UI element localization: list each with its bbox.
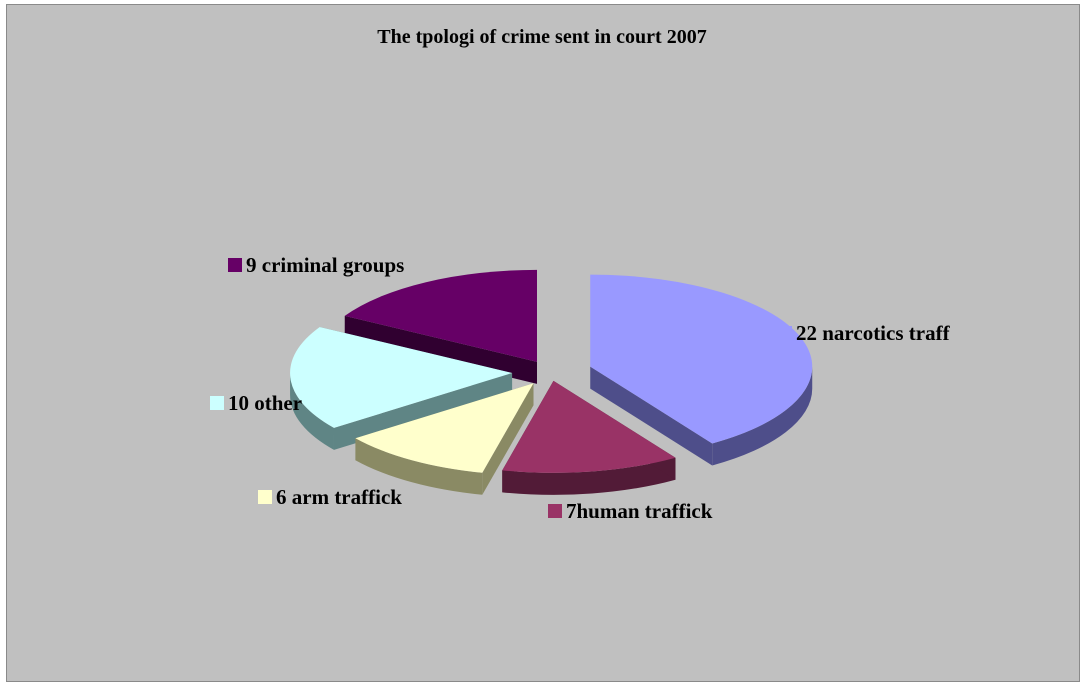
slice-label: 7human traffick xyxy=(548,499,713,523)
pie-slice-top xyxy=(344,269,537,362)
pie-slice-cut xyxy=(344,315,537,384)
pie-slice xyxy=(344,269,537,384)
legend-swatch xyxy=(210,396,224,410)
pie-slice-top xyxy=(355,383,534,473)
slice-label: 22 narcotics traff xyxy=(778,321,951,345)
slice-label: 6 arm traffick xyxy=(258,485,402,509)
legend-swatch xyxy=(548,504,562,518)
pie-slice-top xyxy=(502,380,676,473)
pie-slice-top xyxy=(290,326,513,428)
slice-label-text: 6 arm traffick xyxy=(276,485,402,509)
pie-slice-wall xyxy=(290,372,334,450)
slice-label-text: 7human traffick xyxy=(566,499,713,523)
legend-swatch xyxy=(228,258,242,272)
slice-label-text: 22 narcotics traff xyxy=(796,321,951,345)
slice-label: 10 other xyxy=(210,391,302,415)
legend-swatch xyxy=(258,490,272,504)
pie-slice-cut xyxy=(482,383,534,495)
legend-swatch xyxy=(778,326,792,340)
pie-slice-cut xyxy=(333,372,513,450)
slice-label-text: 10 other xyxy=(228,391,302,415)
pie-slice xyxy=(290,326,513,450)
chart-area xyxy=(6,4,1080,682)
pie-slice-top xyxy=(590,274,813,444)
pie-slice-wall xyxy=(712,366,813,466)
pie-slice xyxy=(355,383,534,495)
pie-slice-cut xyxy=(590,366,713,466)
chart-title: The tpologi of crime sent in court 2007 xyxy=(377,26,707,48)
slice-label: 9 criminal groups xyxy=(228,253,404,277)
pie-slice-wall xyxy=(355,438,483,495)
pie-slice-wall xyxy=(502,457,676,495)
pie-slice xyxy=(590,274,813,466)
pie-slice xyxy=(502,380,676,495)
slice-label-text: 9 criminal groups xyxy=(246,253,404,277)
